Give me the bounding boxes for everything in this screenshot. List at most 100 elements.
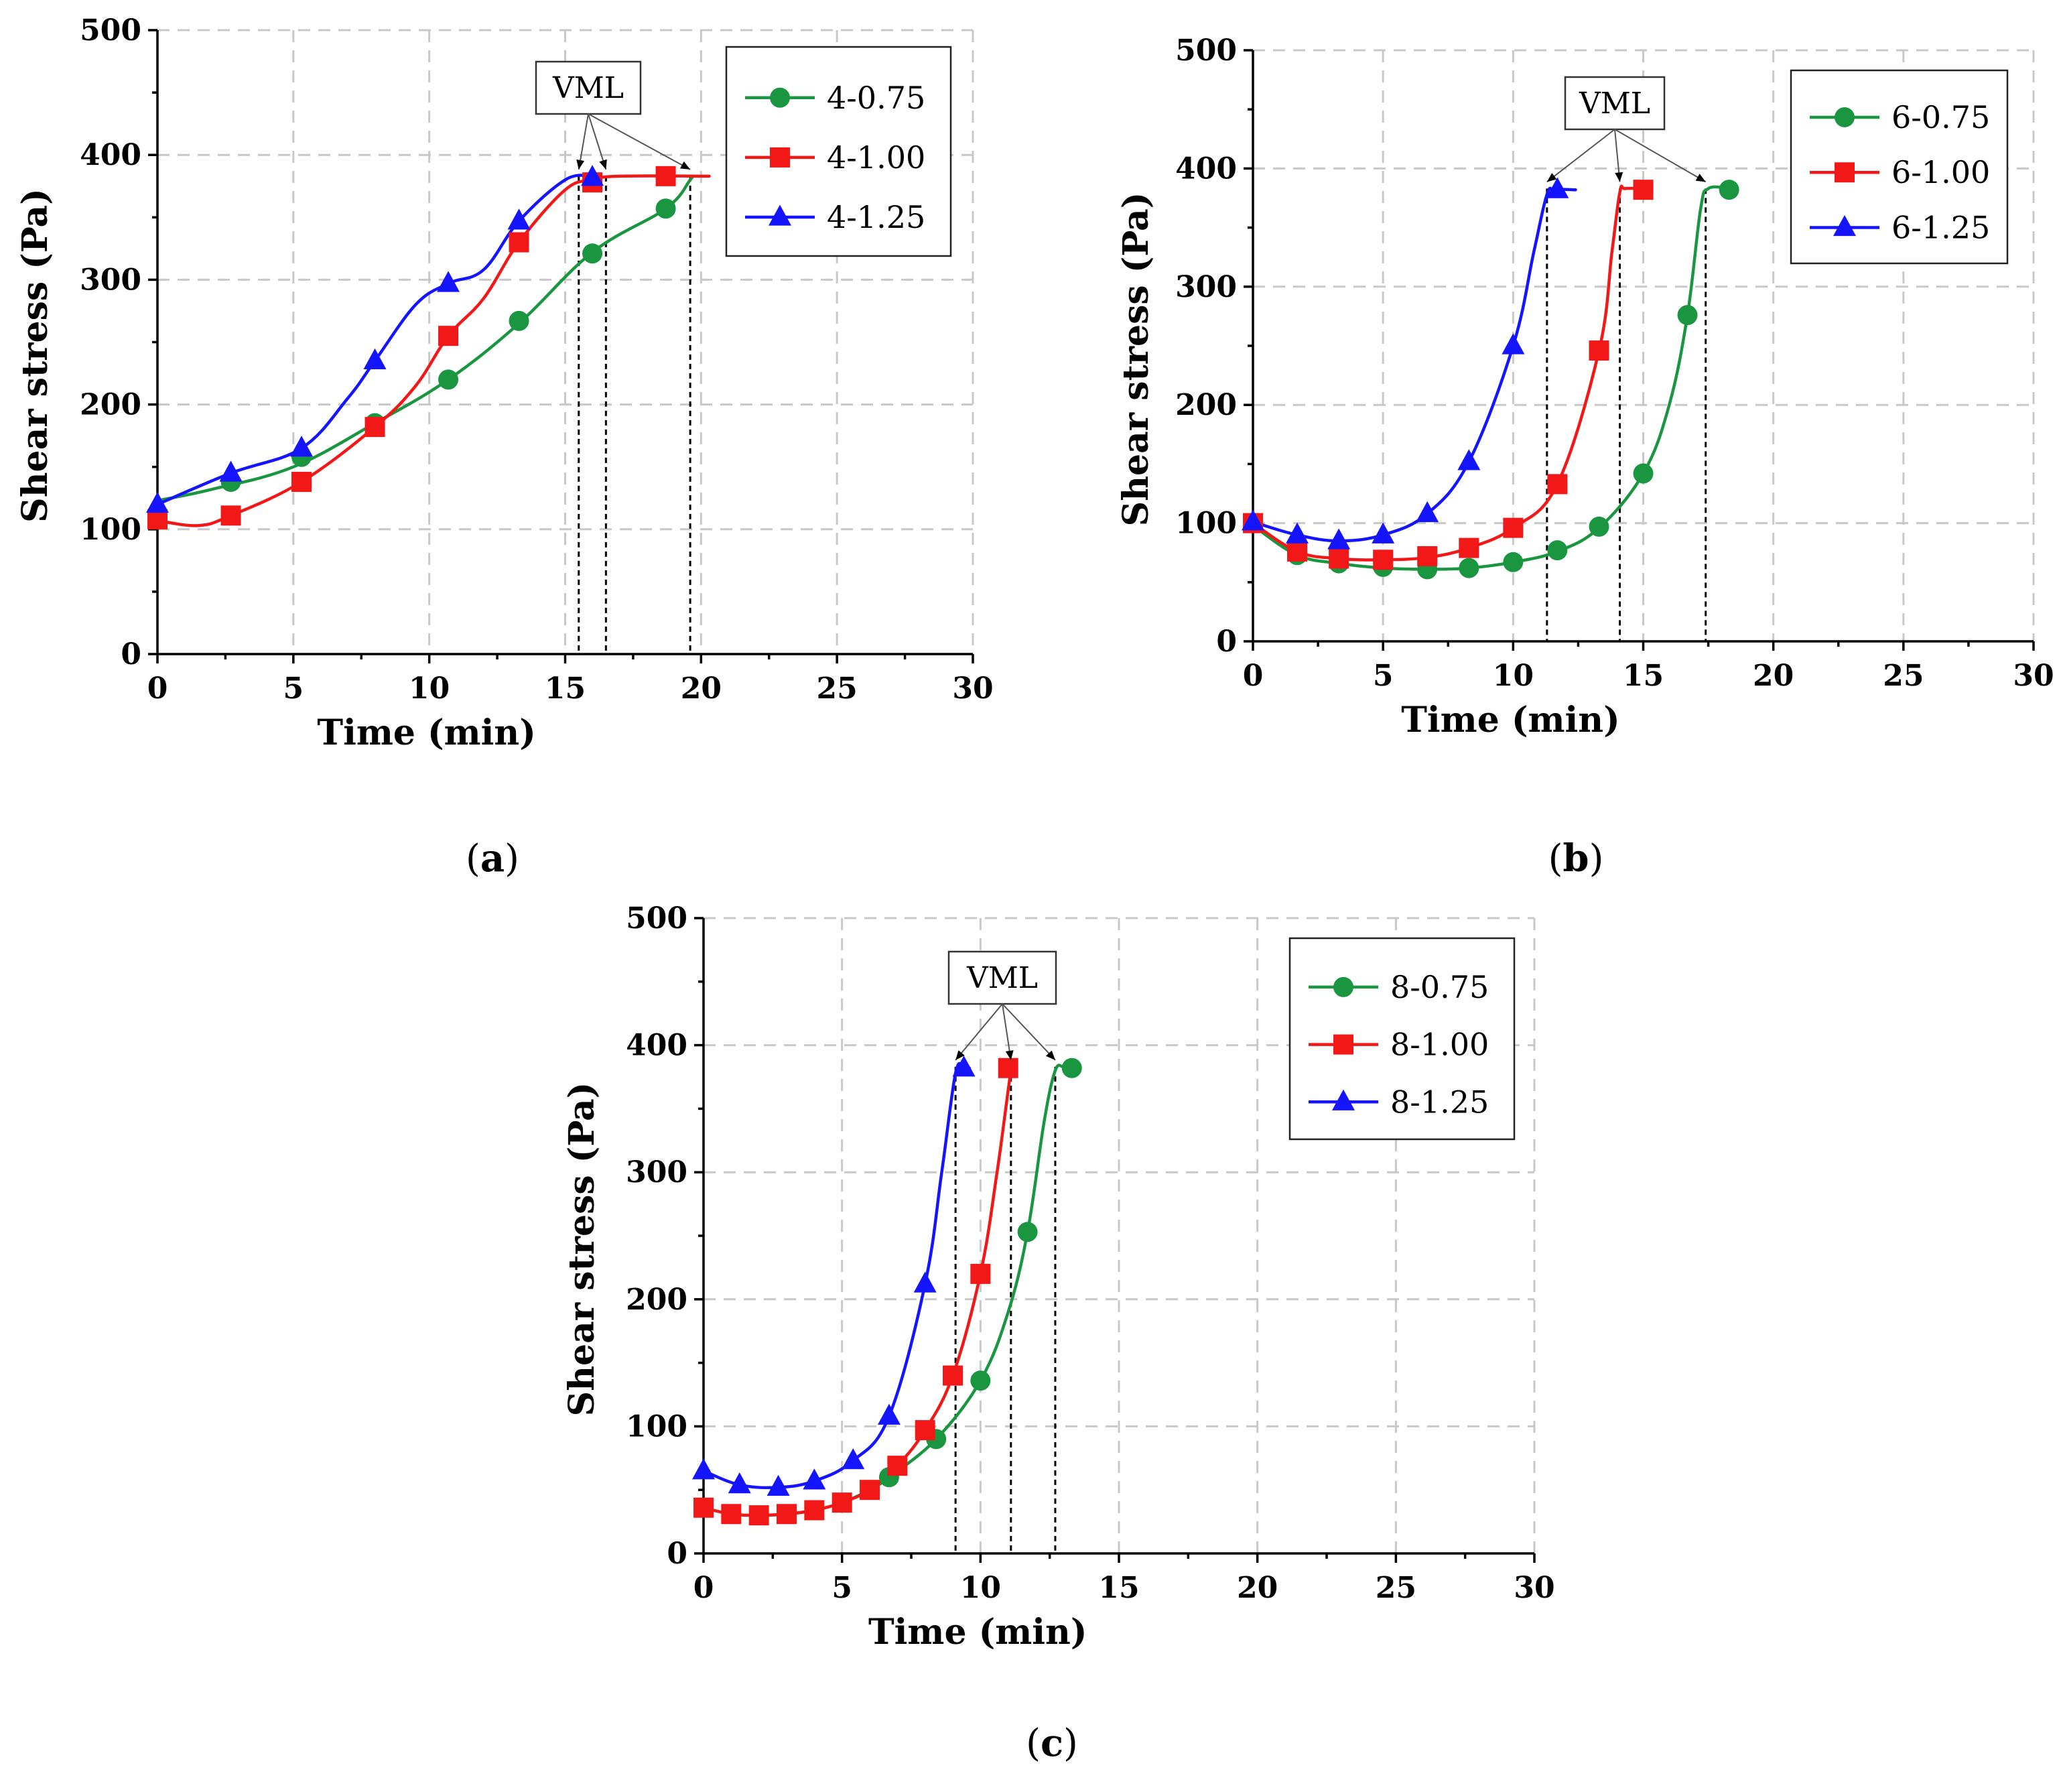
data-point-6-0.75 xyxy=(1719,180,1739,200)
vml-annotation-box xyxy=(535,60,642,115)
data-point-6-1.25 xyxy=(1372,522,1395,543)
y-tick-label: 500 xyxy=(626,901,687,936)
panel-label: (a) xyxy=(466,836,519,881)
data-point-6-0.75 xyxy=(1459,558,1479,578)
data-point-6-1.25 xyxy=(1327,528,1351,550)
legend-marker-6-0.75 xyxy=(1835,107,1855,127)
panel-label: (c) xyxy=(1026,1721,1078,1765)
legend-label-8-1.25: 8-1.25 xyxy=(1390,1084,1489,1120)
vml-arrow-head xyxy=(1045,1050,1055,1060)
data-point-8-1.25 xyxy=(913,1271,937,1293)
y-tick-label: 200 xyxy=(80,388,141,422)
data-point-6-1.00 xyxy=(1633,180,1654,200)
vml-arrow-head xyxy=(1005,1050,1014,1060)
series-line-8-1.00 xyxy=(702,1060,1016,1517)
vml-arrow-head xyxy=(1546,173,1557,182)
data-point-8-1.25 xyxy=(952,1055,976,1077)
y-tick-label: 200 xyxy=(1175,388,1237,422)
y-tick-label: 0 xyxy=(667,1537,687,1571)
legend-label-4-1.00: 4-1.00 xyxy=(827,139,925,176)
x-tick-label: 5 xyxy=(283,671,304,706)
y-tick-label: 100 xyxy=(1175,507,1237,541)
data-point-6-1.00 xyxy=(1417,546,1438,566)
data-point-4-1.00 xyxy=(438,326,459,346)
vml-arrow xyxy=(588,113,607,170)
data-point-6-1.00 xyxy=(1547,474,1568,495)
data-point-4-1.25 xyxy=(507,208,531,230)
data-point-8-1.00 xyxy=(998,1058,1018,1078)
vml-arrow-head xyxy=(599,159,607,170)
legend-marker-8-1.25 xyxy=(1332,1089,1355,1110)
data-point-8-1.00 xyxy=(860,1480,880,1500)
data-point-4-1.25 xyxy=(290,436,314,457)
data-point-8-1.00 xyxy=(832,1492,852,1513)
series-line-4-1.25 xyxy=(155,174,594,506)
panel-label: (b) xyxy=(1548,836,1604,881)
series-line-6-1.00 xyxy=(1251,184,1645,562)
data-point-4-1.00 xyxy=(509,232,529,253)
x-tick-label: 20 xyxy=(1753,659,1794,693)
x-tick-label: 5 xyxy=(832,1571,852,1605)
y-tick-label: 400 xyxy=(1175,151,1237,186)
data-point-8-1.00 xyxy=(748,1505,769,1526)
y-tick-label: 0 xyxy=(121,637,141,671)
data-point-8-1.25 xyxy=(767,1474,790,1496)
legend-label-4-1.25: 4-1.25 xyxy=(827,199,925,235)
legend-marker-8-1.00 xyxy=(1333,1034,1353,1055)
data-point-8-1.25 xyxy=(842,1448,865,1470)
series-line-6-0.75 xyxy=(1251,185,1731,571)
y-tick-label: 200 xyxy=(626,1283,687,1317)
data-point-8-1.25 xyxy=(877,1403,901,1425)
data-point-8-1.00 xyxy=(804,1500,825,1521)
data-point-4-1.00 xyxy=(655,166,676,186)
x-tick-label: 20 xyxy=(1237,1571,1278,1605)
data-point-8-1.25 xyxy=(728,1472,751,1494)
data-point-8-1.00 xyxy=(887,1456,908,1476)
legend-marker-4-0.75 xyxy=(770,87,790,108)
data-point-6-0.75 xyxy=(1547,540,1568,561)
legend-marker-8-0.75 xyxy=(1333,976,1353,997)
y-tick-label: 0 xyxy=(1216,625,1237,659)
data-point-8-1.00 xyxy=(777,1504,797,1525)
x-tick-label: 25 xyxy=(817,671,858,706)
data-point-4-1.25 xyxy=(363,348,387,370)
data-point-6-1.25 xyxy=(1242,509,1264,531)
data-point-4-1.00 xyxy=(220,505,241,526)
data-point-4-1.25 xyxy=(581,165,604,186)
data-point-6-1.00 xyxy=(1503,517,1524,538)
x-tick-label: 30 xyxy=(952,671,993,706)
data-point-4-0.75 xyxy=(509,310,529,331)
legend-marker-6-1.25 xyxy=(1833,214,1856,237)
data-point-6-1.00 xyxy=(1373,550,1394,570)
data-point-8-1.00 xyxy=(693,1497,714,1518)
data-point-8-0.75 xyxy=(970,1370,991,1391)
data-point-8-1.00 xyxy=(721,1504,742,1525)
y-tick-label: 300 xyxy=(1175,270,1237,304)
series-line-4-1.00 xyxy=(155,174,711,527)
data-point-4-0.75 xyxy=(438,369,459,390)
data-point-8-1.25 xyxy=(803,1468,826,1490)
y-tick-label: 300 xyxy=(626,1155,687,1190)
vml-annotation-text: VML xyxy=(1579,86,1650,121)
series-line-8-0.75 xyxy=(702,1064,1073,1517)
vml-arrow xyxy=(955,1003,1003,1061)
series-line-4-0.75 xyxy=(155,174,695,503)
data-point-8-1.25 xyxy=(692,1458,715,1480)
data-point-6-1.00 xyxy=(1589,340,1609,361)
legend-marker-6-1.00 xyxy=(1835,162,1855,183)
y-tick-label: 500 xyxy=(1175,34,1237,68)
x-tick-label: 0 xyxy=(693,1571,714,1605)
y-tick-label: 100 xyxy=(80,513,141,547)
data-point-4-0.75 xyxy=(655,198,676,219)
vml-arrow-head xyxy=(679,161,691,170)
vml-arrow xyxy=(588,113,691,170)
legend-box xyxy=(1790,69,2009,265)
y-axis-title: Shear stress (Pa) xyxy=(15,188,56,523)
x-tick-label: 10 xyxy=(409,671,450,706)
x-tick-label: 10 xyxy=(1493,659,1534,693)
data-point-8-1.00 xyxy=(970,1263,991,1284)
vml-annotation-text: VML xyxy=(966,961,1038,995)
